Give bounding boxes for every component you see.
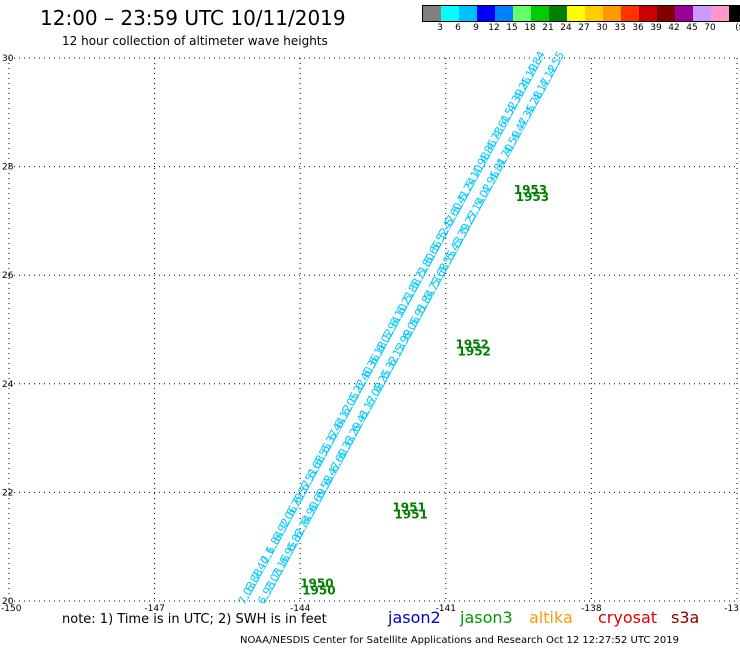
colorbar-swatch [531, 6, 549, 21]
colorbar-swatch [585, 6, 603, 21]
y-tick-label: 20 [2, 597, 14, 607]
credit-line: NOAA/NESDIS Center for Satellite Applica… [240, 635, 679, 646]
satellite-name: s3a [671, 608, 700, 627]
map-grid [8, 57, 738, 602]
colorbar-label: 3 [437, 23, 443, 33]
x-tick-label: -141 [436, 604, 456, 614]
time-label: 1950 [302, 583, 335, 597]
colorbar-label: 39 [650, 23, 662, 33]
colorbar-swatch [441, 6, 459, 21]
track-line [265, 57, 563, 602]
satellite-tracks: 7.036.887.407.16.846.927.066.796.576.516… [236, 49, 568, 607]
colorbar-swatch [639, 6, 657, 21]
colorbar-swatch [729, 6, 740, 21]
x-tick-label: -138 [581, 604, 602, 614]
colorbar-swatch [693, 6, 711, 21]
colorbar-swatch [675, 6, 693, 21]
x-tick-label: -13 [724, 604, 739, 614]
map-subtitle: 12 hour collection of altimeter wave hei… [62, 34, 328, 48]
colorbar-swatch [711, 6, 729, 21]
colorbar-unit: (ft) [735, 23, 740, 33]
colorbar-swatch [423, 6, 441, 21]
y-tick-label: 26 [2, 271, 14, 281]
x-tick-label: -144 [290, 604, 311, 614]
satellite-name: jason3 [460, 608, 513, 627]
footer-note: note: 1) Time is in UTC; 2) SWH is in fe… [62, 612, 327, 627]
time-label: 1951 [394, 507, 427, 521]
y-tick-label: 22 [2, 488, 13, 498]
colorbar-label: 15 [506, 23, 518, 33]
time-label: 1952 [456, 338, 489, 352]
colorbar-label: 45 [686, 23, 698, 33]
satellite-name: cryosat [598, 608, 658, 627]
time-label: 1951 [392, 500, 425, 514]
time-label: 1953 [516, 190, 549, 204]
track-line [246, 57, 544, 602]
colorbar-label: 70 [704, 23, 716, 33]
colorbar-label: 18 [524, 23, 536, 33]
colorbar-label: 9 [473, 23, 479, 33]
satellite-name: jason2 [388, 608, 441, 627]
colorbar-label: 30 [596, 23, 608, 33]
axis-tick-labels: -150 -147 -144 -141 -138 -13 30 28 26 24 22 20 [1, 54, 739, 614]
colorbar-swatch [621, 6, 639, 21]
colorbar-swatch [477, 6, 495, 21]
colorbar-label: 27 [578, 23, 590, 33]
time-label: 1952 [458, 345, 491, 359]
colorbar-label: 6 [455, 23, 461, 33]
colorbar-label: 42 [668, 23, 680, 33]
colorbar-swatch [513, 6, 531, 21]
y-tick-label: 24 [2, 380, 14, 390]
colorbar-label: 33 [614, 23, 626, 33]
colorbar-swatch [549, 6, 567, 21]
colorbar-swatch [603, 6, 621, 21]
map-title: 12:00 – 23:59 UTC 10/11/2019 [40, 6, 346, 30]
colorbar-label: 12 [488, 23, 500, 33]
wave-height-label: 4.55 [544, 49, 567, 77]
time-label: 1953 [514, 183, 547, 197]
colorbar-swatch [495, 6, 513, 21]
colorbar-swatch [657, 6, 675, 21]
x-tick-label: -147 [144, 604, 164, 614]
y-tick-label: 30 [2, 54, 14, 64]
time-label: 1950 [300, 576, 333, 590]
colorbar-label: 24 [560, 23, 572, 33]
satellite-name: altika [529, 608, 573, 627]
x-tick-label: -150 [1, 604, 22, 614]
y-tick-label: 28 [2, 163, 14, 173]
colorbar-label: 36 [632, 23, 644, 33]
colorbar-label: 21 [542, 23, 554, 33]
colorbar-swatches [422, 5, 740, 22]
colorbar-swatch [459, 6, 477, 21]
colorbar-swatch [567, 6, 585, 21]
